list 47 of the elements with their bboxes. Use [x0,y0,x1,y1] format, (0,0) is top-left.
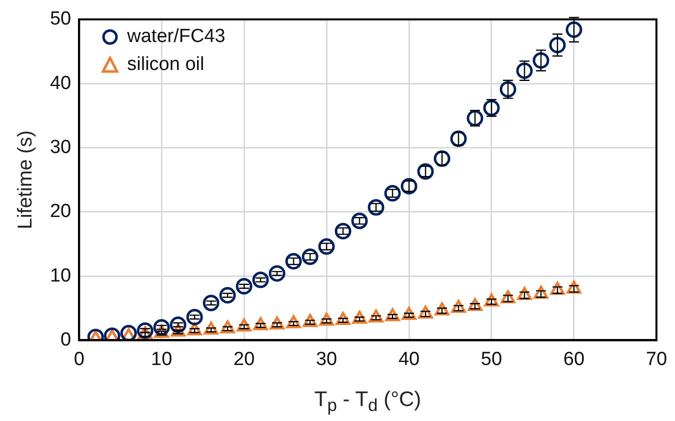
y-tick-label: 40 [50,72,72,94]
point [566,21,582,38]
point [385,308,400,322]
point [285,253,302,270]
point [186,308,203,326]
point [484,293,499,306]
point [352,310,367,324]
x-tick-label: 60 [563,348,585,370]
point [334,222,352,240]
x-tick-label: 0 [74,348,84,370]
point [418,306,433,319]
x-tick-label: 50 [480,348,502,370]
point [351,212,368,230]
y-tick-label: 30 [50,136,72,158]
point [136,322,154,339]
point [252,272,269,288]
point [368,199,384,216]
x-tick-label: 10 [151,348,172,370]
x-axis-title: T$_{p}$ - T$_{d}$ (°C) [313,388,422,416]
point [318,238,335,255]
point [532,52,550,69]
x-tick-label: 30 [316,348,338,370]
legend-label: silicon oil [127,54,204,76]
point [319,312,334,326]
x-tick-label: 20 [234,348,255,370]
point [302,248,318,266]
y-tick-label: 20 [50,201,72,222]
point [549,36,566,54]
point [451,300,466,313]
y-tick-label: 10 [50,265,72,286]
point [434,302,450,316]
x-tick-label: 40 [398,348,420,370]
legend-label: water/FC43 [127,26,226,48]
point [219,287,236,304]
point [204,322,218,335]
point [516,62,533,79]
point [384,185,401,202]
point [268,265,286,282]
point [286,315,301,328]
point [202,294,220,312]
y-tick-label: 0 [60,329,72,350]
y-tick-label: 50 [50,8,72,30]
x-tick-label: 70 [646,348,668,370]
point [253,317,268,330]
y-axis-title: Lifetime (s) [14,130,37,230]
point [236,278,252,295]
point [468,298,482,311]
